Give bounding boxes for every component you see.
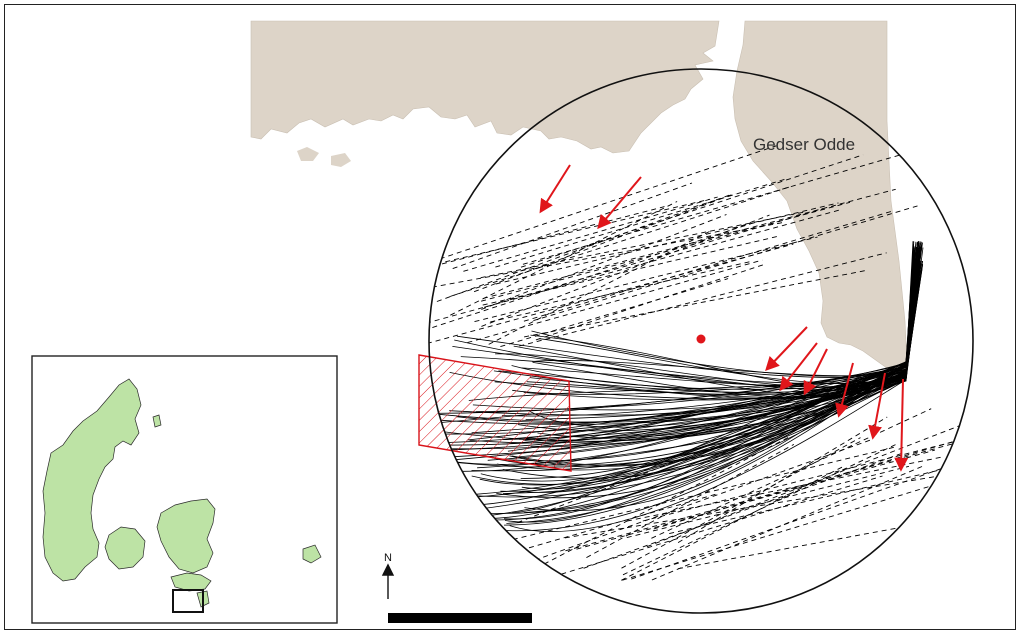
ship-track-dashed xyxy=(527,436,790,573)
study-area-circle xyxy=(428,68,974,614)
ship-track-dashed xyxy=(482,235,781,306)
north-label: N xyxy=(384,552,392,564)
arrow-icon xyxy=(868,372,886,440)
north-arrow-icon xyxy=(381,563,395,599)
ship-track-dashed xyxy=(512,446,898,540)
ship-track-dashed xyxy=(436,194,730,302)
ship-track-dashed xyxy=(495,202,839,285)
ship-track xyxy=(503,264,918,520)
ship-track-dashed xyxy=(431,221,785,288)
ship-track xyxy=(502,260,923,462)
ship-track xyxy=(524,243,921,441)
ship-track-dashed xyxy=(429,243,794,344)
ship-track xyxy=(503,260,922,526)
arrow-icon xyxy=(894,378,909,472)
ship-track-dashed xyxy=(467,259,763,344)
ship-track-dashed xyxy=(631,467,944,580)
scale-bar xyxy=(388,613,532,623)
ship-track-dashed xyxy=(622,463,973,581)
ship-track-dashed xyxy=(429,206,665,269)
inset-denmark xyxy=(42,378,322,608)
ship-track-dashed xyxy=(523,210,893,322)
movement-arrows xyxy=(539,164,909,472)
ship-track-dashed xyxy=(678,505,973,570)
arrow-icon xyxy=(539,164,571,214)
ship-track-dashed xyxy=(473,192,736,293)
ship-track-dashed xyxy=(429,145,777,266)
ship-track xyxy=(530,261,917,389)
ship-track-dashed xyxy=(481,214,727,310)
ship-track-dashed xyxy=(651,464,925,581)
ship-track-dashed xyxy=(586,444,795,558)
ship-track-dashed xyxy=(533,205,918,322)
ship-track xyxy=(496,269,919,471)
ship-track-dashed xyxy=(480,201,851,302)
ship-track-dashed xyxy=(474,236,818,323)
ship-track xyxy=(511,246,915,466)
ship-track-dashed xyxy=(520,154,864,268)
ship-track-dashed xyxy=(626,465,910,539)
ship-track xyxy=(537,262,921,439)
ship-track-dashed xyxy=(445,199,709,263)
ship-track-dashed xyxy=(481,214,770,327)
ship-track-dashed xyxy=(524,269,869,338)
arrow-icon xyxy=(765,326,808,372)
inset-location-box xyxy=(172,589,204,613)
study-zone-hatched xyxy=(418,354,572,472)
ship-track-dashed xyxy=(622,443,898,576)
coastline-islet xyxy=(297,147,319,161)
arrow-icon xyxy=(835,362,854,418)
gedser-odde-land xyxy=(732,20,908,374)
ship-track-dashed xyxy=(651,408,932,539)
ship-track xyxy=(454,259,916,472)
ship-track-dashed xyxy=(565,439,966,552)
ship-track-dashed xyxy=(642,428,973,522)
ship-track-dashed xyxy=(452,182,693,270)
place-label-gedser-odde: Gedser Odde xyxy=(753,135,856,154)
arrow-icon xyxy=(779,342,818,392)
map-frame: Gedser Odde N xyxy=(4,4,1016,630)
ship-track-dashed xyxy=(463,196,718,272)
ship-track-dashed xyxy=(480,211,807,279)
ship-track-dashed xyxy=(522,151,911,265)
ship-track-dashed xyxy=(450,201,678,316)
ship-track-dashed xyxy=(449,185,793,297)
ship-track-dashed xyxy=(576,449,936,550)
ship-track-dashed xyxy=(483,208,823,308)
ship-track xyxy=(509,260,920,532)
ship-track-dashed xyxy=(482,188,896,299)
ship-track xyxy=(429,245,914,520)
survey-point-icon xyxy=(696,334,706,344)
ship-track xyxy=(520,241,919,479)
ship-track-dashed xyxy=(564,469,973,539)
ship-track-dashed xyxy=(483,475,883,599)
ship-track-dashed xyxy=(519,252,887,347)
map-canvas xyxy=(31,20,974,624)
ship-tracks-dashed xyxy=(429,145,973,599)
ship-track-dashed xyxy=(495,178,788,268)
arrow-icon xyxy=(803,348,828,396)
ship-track xyxy=(509,244,914,467)
coastline-land xyxy=(250,20,720,154)
ship-track-dashed xyxy=(500,278,729,348)
ship-track-dashed xyxy=(621,437,861,569)
ship-track-dashed xyxy=(494,493,717,559)
coastline-islet xyxy=(331,153,351,167)
arrow-icon xyxy=(597,176,642,230)
ship-track-dashed xyxy=(653,435,973,530)
